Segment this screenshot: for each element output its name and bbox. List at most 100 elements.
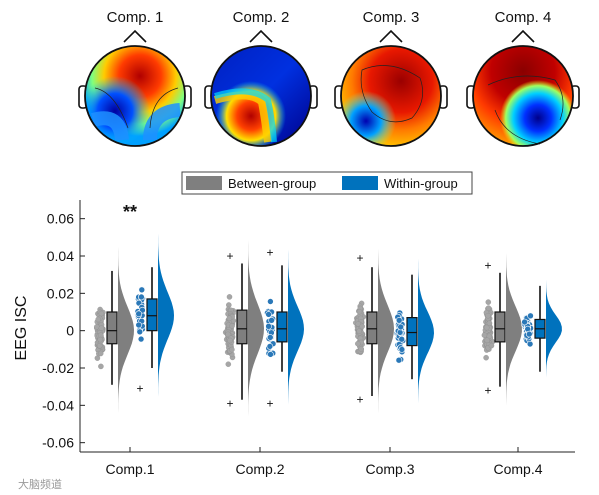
- data-point: [266, 343, 274, 350]
- outlier-marker: +: [136, 382, 143, 396]
- data-point: [488, 342, 495, 349]
- data-point: [359, 323, 365, 330]
- data-point: [483, 354, 489, 361]
- raincloud-within: +: [134, 233, 174, 406]
- data-point: [398, 335, 406, 343]
- violin-cloud: [288, 231, 304, 410]
- data-point: [527, 312, 534, 320]
- data-point: [356, 308, 363, 315]
- violin-cloud: [118, 237, 134, 423]
- x-ticks: Comp.1 Comp.2 Comp.3 Comp.4: [105, 447, 543, 477]
- data-point: [485, 312, 491, 319]
- data-point: [98, 363, 104, 370]
- data-point: [135, 310, 142, 318]
- watermark: 大脑频道: [18, 477, 62, 491]
- data-point: [226, 294, 233, 300]
- data-point: [225, 361, 232, 367]
- violin-cloud: [158, 233, 174, 406]
- y-ticks: -0.06 -0.04 -0.02 0 0.02 0.04 0.06: [42, 211, 85, 451]
- box: [366, 311, 378, 345]
- data-point: [137, 335, 145, 343]
- outlier-marker: +: [226, 396, 233, 410]
- data-point: [397, 323, 405, 331]
- y-tick-label: -0.06: [42, 435, 74, 451]
- nose-icon: [511, 29, 535, 43]
- x-tick-label: Comp.3: [365, 461, 414, 477]
- data-point: [98, 310, 105, 317]
- data-point: [225, 331, 231, 338]
- data-point: [265, 311, 272, 318]
- raincloud-within: [393, 241, 434, 417]
- violin-cloud: [506, 239, 522, 424]
- x-tick-label: Comp.2: [235, 461, 284, 477]
- outlier-marker: +: [266, 245, 273, 259]
- violin-cloud: [378, 233, 394, 434]
- y-tick-label: -0.04: [42, 397, 74, 413]
- data-point: [395, 356, 403, 364]
- data-point: [396, 329, 404, 336]
- raincloud-between: ++: [222, 229, 264, 438]
- data-point: [266, 334, 274, 341]
- data-point: [355, 340, 361, 347]
- box: [276, 311, 288, 343]
- data-point: [97, 336, 104, 343]
- data-point: [227, 337, 233, 344]
- data-point: [138, 293, 145, 301]
- data-point: [521, 318, 528, 326]
- data-point: [356, 328, 362, 334]
- data-point: [358, 346, 364, 352]
- data-point: [226, 315, 233, 322]
- y-tick-label: 0.04: [47, 248, 74, 264]
- legend-label-between: Between-group: [228, 176, 316, 191]
- outlier-marker: +: [356, 393, 363, 407]
- data-point: [94, 324, 100, 330]
- data-point: [481, 332, 488, 338]
- data-point: [138, 286, 146, 294]
- legend-label-within: Within-group: [384, 176, 458, 191]
- box: [494, 311, 506, 343]
- outlier-marker: +: [226, 249, 233, 263]
- data-point: [265, 322, 272, 330]
- data-point: [97, 350, 104, 357]
- x-tick-label: Comp.1: [105, 461, 154, 477]
- topomap-comp-3: Comp. 3: [334, 9, 448, 147]
- data-point: [267, 351, 274, 358]
- legend: Between-group Within-group: [181, 171, 473, 195]
- topomap-title: Comp. 3: [363, 9, 420, 26]
- data-point: [136, 328, 144, 336]
- raincloud-within: [521, 252, 562, 410]
- data-point: [267, 298, 274, 305]
- topomap-comp-2: Comp. 2: [204, 9, 318, 147]
- violin-cloud: [546, 252, 562, 410]
- y-tick-label: -0.02: [42, 360, 74, 376]
- y-tick-label: 0: [66, 323, 74, 339]
- violin-cloud: [248, 229, 264, 438]
- topomap-comp-1: Comp. 1: [78, 9, 192, 147]
- data-point: [398, 346, 406, 353]
- raincloud-within: ++: [264, 231, 304, 410]
- data-point: [229, 346, 235, 353]
- y-tick-label: 0.02: [47, 285, 74, 301]
- y-axis-label: EEG ISC: [13, 296, 30, 361]
- violin-cloud: [418, 241, 434, 417]
- topomap-title: Comp. 4: [495, 9, 552, 26]
- raincloud-between: ++: [481, 239, 522, 424]
- nose-icon: [379, 29, 403, 43]
- outlier-marker: +: [356, 251, 363, 265]
- topomap-comp-4: Comp. 4: [466, 9, 580, 147]
- legend-swatch-within: [342, 176, 378, 190]
- topomap-title: Comp. 2: [233, 9, 290, 26]
- topomap-row: Comp. 1 Comp. 2 Comp. 3: [78, 9, 580, 147]
- x-tick-label: Comp.4: [493, 461, 542, 477]
- data-point: [483, 324, 490, 331]
- box: [146, 298, 158, 332]
- data-point: [525, 330, 533, 338]
- data-point: [268, 316, 275, 324]
- data-point: [395, 316, 403, 324]
- raincloud-between: [94, 237, 134, 423]
- nose-icon: [249, 29, 273, 43]
- outlier-marker: +: [484, 258, 491, 272]
- data-point: [135, 321, 142, 329]
